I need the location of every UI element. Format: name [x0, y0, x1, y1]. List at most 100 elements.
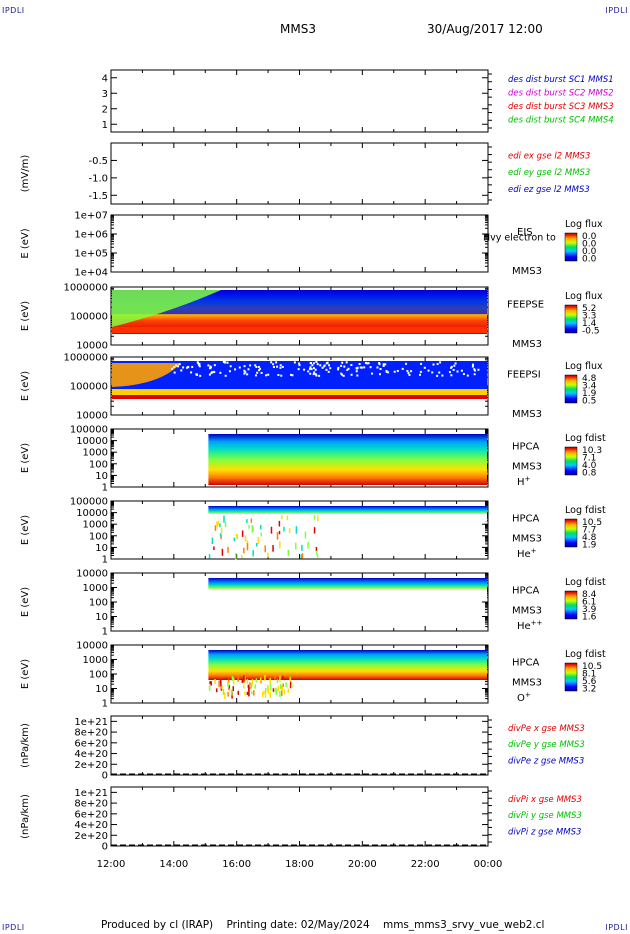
speckle	[233, 678, 235, 685]
ytick-label-p11: 1e+21	[74, 788, 108, 799]
colorbar-tick-p4: -0.5	[582, 327, 600, 337]
spacecraft-label-p8: MMS3	[512, 606, 542, 617]
speckle	[247, 368, 250, 371]
speckle	[255, 374, 258, 377]
speckle	[177, 365, 180, 368]
spectrogram-p7	[208, 506, 487, 521]
corner-label-top-right: IPDLI	[605, 6, 628, 15]
speckle	[198, 365, 201, 368]
speckle	[231, 689, 233, 695]
ytick-label-p7: 1	[102, 555, 108, 566]
speckle	[295, 526, 298, 534]
legend-p1: des dist burst SC2 MMS2	[508, 89, 614, 99]
speckle	[258, 369, 261, 372]
speckle	[269, 683, 272, 691]
speckle	[350, 373, 353, 376]
speckle	[267, 552, 269, 558]
spacecraft-label-p6: MMS3	[512, 462, 542, 473]
legend-p1: des dist burst SC1 MMS1	[508, 75, 614, 85]
speckle	[379, 367, 382, 370]
speckle	[313, 527, 316, 534]
speckle	[218, 680, 220, 688]
speckle	[328, 364, 331, 367]
speckle	[473, 369, 476, 372]
corner-label-top-left: IPDLI	[2, 6, 25, 15]
speckle	[312, 362, 315, 365]
speckle	[288, 527, 291, 534]
speckle	[267, 687, 270, 694]
speckle	[358, 363, 361, 366]
speckle	[279, 675, 281, 683]
colorbar-tick-p8: 1.6	[582, 613, 597, 623]
colorbar-tick-p8: 8.4	[582, 590, 597, 600]
ytick-label-p6: 100	[89, 459, 108, 470]
speckle	[319, 364, 322, 367]
speckle	[228, 684, 230, 690]
speckle	[212, 370, 215, 373]
panel-frame-p3	[110, 214, 489, 273]
speckle	[260, 679, 262, 684]
ytick-label-p9: 100	[89, 670, 108, 681]
speckle	[281, 685, 284, 692]
speckle	[396, 369, 399, 372]
ytick-label-p3: 1e+07	[74, 211, 108, 222]
speckle	[280, 374, 283, 377]
speckle	[237, 690, 240, 695]
speckle	[325, 368, 328, 371]
speckle	[282, 675, 284, 680]
speckle	[208, 373, 211, 376]
speckle	[254, 684, 257, 689]
colorbar-title-p5: Log flux	[565, 361, 603, 372]
speckle	[260, 532, 262, 537]
speckle	[208, 685, 211, 691]
speckle	[250, 682, 253, 689]
speckle	[277, 685, 280, 692]
colorbar-p3	[564, 232, 578, 262]
speckle	[286, 515, 289, 521]
speckle	[382, 363, 385, 366]
speckle	[281, 689, 283, 696]
speckle	[272, 545, 274, 552]
speckle	[275, 688, 278, 696]
speckle	[318, 374, 321, 377]
panel-frame-p11	[110, 786, 489, 847]
speckle	[363, 366, 366, 369]
colorbar-tick-p6: 0.8	[582, 469, 597, 479]
speckle	[241, 554, 243, 559]
ytick-label-p1: 4	[102, 73, 108, 84]
colorbar-tick-p9: 10.5	[582, 662, 602, 672]
speckle	[432, 363, 435, 366]
speckle	[246, 519, 248, 524]
panel-frame-p1	[110, 69, 489, 133]
speckle	[279, 364, 282, 367]
ylabel-p3: E (eV)	[20, 228, 31, 258]
colorbar-tick-p6: 7.1	[582, 454, 596, 464]
speckle	[340, 372, 343, 375]
speckle	[233, 537, 236, 542]
ytick-label-p10: 6e+20	[74, 738, 108, 749]
speckle	[439, 361, 442, 364]
speckle	[376, 366, 379, 369]
colorbar-tick-p7: 7.7	[582, 526, 596, 536]
speckle	[278, 520, 281, 527]
speckle	[316, 363, 319, 366]
speckle	[341, 361, 344, 364]
speckle	[364, 361, 367, 364]
speckle	[313, 371, 316, 374]
ytick-label-p6: 1	[102, 483, 108, 494]
speckle	[270, 361, 273, 364]
legend-p10: divPe y gse MMS3	[508, 740, 585, 750]
speckle	[272, 363, 275, 366]
speckle	[350, 364, 353, 367]
speckle	[290, 682, 293, 689]
speckle	[275, 361, 278, 364]
legend-p1: des dist burst SC4 MMS4	[508, 116, 614, 126]
speckle	[211, 537, 214, 545]
speckle	[401, 367, 404, 370]
speckle	[378, 362, 381, 365]
speckle	[243, 372, 246, 375]
colorbar-tick-p5: 1.9	[582, 389, 597, 399]
speckle	[256, 371, 259, 374]
speckle	[462, 373, 465, 376]
ytick-label-p11: 6e+20	[74, 809, 108, 820]
